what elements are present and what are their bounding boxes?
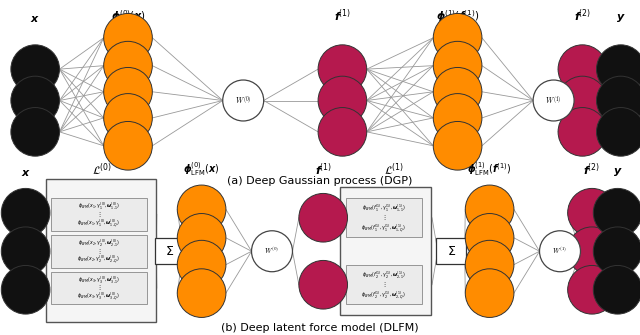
Circle shape <box>533 80 574 121</box>
Circle shape <box>465 269 514 318</box>
Circle shape <box>104 122 152 170</box>
Text: (b) Deep latent force model (DLFM): (b) Deep latent force model (DLFM) <box>221 323 419 333</box>
Text: $\vdots$: $\vdots$ <box>96 247 102 256</box>
Circle shape <box>1 188 50 237</box>
Circle shape <box>558 76 607 125</box>
Circle shape <box>568 265 616 314</box>
Circle shape <box>568 227 616 276</box>
Text: $\phi_{LFM}(x_3,\gamma_3^{(0)},\boldsymbol{\omega}_{3,1}^{(0)})$: $\phi_{LFM}(x_3,\gamma_3^{(0)},\boldsymb… <box>77 274 120 285</box>
Text: (a) Deep Gaussian process (DGP): (a) Deep Gaussian process (DGP) <box>227 176 413 186</box>
Circle shape <box>177 240 226 289</box>
Circle shape <box>593 227 640 276</box>
Text: $\phi_{LFM}(x_1,\gamma_1^{(0)},\boldsymbol{\omega}_{1,1}^{(0)})$: $\phi_{LFM}(x_1,\gamma_1^{(0)},\boldsymb… <box>77 201 120 211</box>
Text: $\boldsymbol{f}^{(2)}$: $\boldsymbol{f}^{(2)}$ <box>573 7 591 24</box>
Text: $\boldsymbol{\phi}^{(1)}_{\mathrm{LFM}}(\boldsymbol{f}^{(1)})$: $\boldsymbol{\phi}^{(1)}_{\mathrm{LFM}}(… <box>467 160 512 178</box>
Text: $\phi_{LFM}(f_2^{(1)},\gamma_2^{(1)},\boldsymbol{\omega}_{2,1}^{(1)})$: $\phi_{LFM}(f_2^{(1)},\gamma_2^{(1)},\bo… <box>362 269 406 280</box>
Circle shape <box>433 67 482 116</box>
Text: $\boldsymbol{\phi}^{(0)}_{\mathrm{LFM}}(\boldsymbol{x})$: $\boldsymbol{\phi}^{(0)}_{\mathrm{LFM}}(… <box>183 160 220 178</box>
Circle shape <box>596 76 640 125</box>
Text: $W^{(1)}$: $W^{(1)}$ <box>552 246 568 256</box>
Circle shape <box>11 76 60 125</box>
Circle shape <box>593 265 640 314</box>
Text: $\phi_{LFM}(f_2^{(1)},\gamma_2^{(1)},\boldsymbol{\omega}_{2,Q}^{(1)})$: $\phi_{LFM}(f_2^{(1)},\gamma_2^{(1)},\bo… <box>362 289 406 301</box>
Circle shape <box>558 108 607 156</box>
Circle shape <box>433 122 482 170</box>
Text: $\phi_{LFM}(x_1,\gamma_1^{(0)},\boldsymbol{\omega}_{1,Q}^{(0)})$: $\phi_{LFM}(x_1,\gamma_1^{(0)},\boldsymb… <box>77 217 120 228</box>
FancyBboxPatch shape <box>340 187 431 315</box>
FancyBboxPatch shape <box>155 238 184 264</box>
Text: $\phi_{LFM}(x_3,\gamma_3^{(0)},\boldsymbol{\omega}_{3,Q}^{(0)})$: $\phi_{LFM}(x_3,\gamma_3^{(0)},\boldsymb… <box>77 291 120 302</box>
Text: $\phi_{LFM}(f_1^{(1)},\gamma_1^{(1)},\boldsymbol{\omega}_{1,1}^{(1)})$: $\phi_{LFM}(f_1^{(1)},\gamma_1^{(1)},\bo… <box>362 202 406 213</box>
Circle shape <box>558 45 607 93</box>
Circle shape <box>433 13 482 62</box>
FancyBboxPatch shape <box>51 235 147 268</box>
Text: $W^{(1)}$: $W^{(1)}$ <box>545 94 562 107</box>
Circle shape <box>465 185 514 234</box>
Text: $\Sigma$: $\Sigma$ <box>165 245 174 258</box>
FancyBboxPatch shape <box>436 238 466 264</box>
Text: $W^{(0)}$: $W^{(0)}$ <box>235 94 252 107</box>
FancyBboxPatch shape <box>51 198 147 231</box>
Text: $\boldsymbol{f}^{(1)}$: $\boldsymbol{f}^{(1)}$ <box>333 7 351 24</box>
Circle shape <box>1 265 50 314</box>
FancyBboxPatch shape <box>346 198 422 238</box>
Text: $\phi_{LFM}(x_2,\gamma_2^{(0)},\boldsymbol{\omega}_{2,1}^{(0)})$: $\phi_{LFM}(x_2,\gamma_2^{(0)},\boldsymb… <box>77 238 120 248</box>
Circle shape <box>593 188 640 237</box>
Text: $f_2^{(1)}$: $f_2^{(1)}$ <box>351 264 364 280</box>
Circle shape <box>568 188 616 237</box>
Circle shape <box>11 45 60 93</box>
Circle shape <box>299 193 348 242</box>
FancyBboxPatch shape <box>346 265 422 305</box>
Circle shape <box>104 93 152 142</box>
Circle shape <box>318 45 367 93</box>
Circle shape <box>540 231 580 272</box>
Text: $\boldsymbol{\phi}^{(0)}(\mathbf{x})$: $\boldsymbol{\phi}^{(0)}(\mathbf{x})$ <box>111 9 145 24</box>
Circle shape <box>223 80 264 121</box>
Text: $\phi_{LFM}(f_1^{(1)},\gamma_1^{(1)},\boldsymbol{\omega}_{1,Q}^{(1)})$: $\phi_{LFM}(f_1^{(1)},\gamma_1^{(1)},\bo… <box>362 222 406 234</box>
Text: $\mathcal{L}^{(0)}$: $\mathcal{L}^{(0)}$ <box>92 161 113 178</box>
Circle shape <box>11 108 60 156</box>
Text: $\boldsymbol{f}^{(2)}$: $\boldsymbol{f}^{(2)}$ <box>583 161 601 178</box>
Text: $f_1^{(1)}$: $f_1^{(1)}$ <box>351 197 364 213</box>
Circle shape <box>433 41 482 90</box>
Circle shape <box>318 76 367 125</box>
Circle shape <box>104 41 152 90</box>
Text: $\mathcal{L}^{(1)}$: $\mathcal{L}^{(1)}$ <box>383 161 404 178</box>
Circle shape <box>433 93 482 142</box>
Text: $\vdots$: $\vdots$ <box>381 280 387 289</box>
Text: $\Sigma$: $\Sigma$ <box>447 245 456 258</box>
Text: $\boldsymbol{y}$: $\boldsymbol{y}$ <box>616 12 626 24</box>
Circle shape <box>596 45 640 93</box>
FancyBboxPatch shape <box>46 179 156 322</box>
Circle shape <box>177 213 226 262</box>
Circle shape <box>1 227 50 276</box>
Circle shape <box>465 240 514 289</box>
FancyBboxPatch shape <box>51 272 147 305</box>
Text: $\boldsymbol{x}$: $\boldsymbol{x}$ <box>20 168 31 178</box>
Circle shape <box>299 260 348 309</box>
Text: $\boldsymbol{f}^{(1)}$: $\boldsymbol{f}^{(1)}$ <box>314 161 332 178</box>
Circle shape <box>252 231 292 272</box>
Circle shape <box>177 185 226 234</box>
Circle shape <box>596 108 640 156</box>
Text: $\vdots$: $\vdots$ <box>96 284 102 292</box>
Text: $\boldsymbol{\phi}^{(1)}(\boldsymbol{f}^{(1)})$: $\boldsymbol{\phi}^{(1)}(\boldsymbol{f}^… <box>436 9 479 24</box>
Circle shape <box>177 269 226 318</box>
Text: $\phi_{LFM}(x_2,\gamma_2^{(0)},\boldsymbol{\omega}_{2,Q}^{(0)})$: $\phi_{LFM}(x_2,\gamma_2^{(0)},\boldsymb… <box>77 254 120 265</box>
Circle shape <box>104 13 152 62</box>
Text: $\boldsymbol{x}$: $\boldsymbol{x}$ <box>30 14 40 24</box>
Text: $\vdots$: $\vdots$ <box>381 213 387 222</box>
Text: $\boldsymbol{y}$: $\boldsymbol{y}$ <box>612 165 623 178</box>
Text: $\vdots$: $\vdots$ <box>96 210 102 219</box>
Circle shape <box>318 108 367 156</box>
Circle shape <box>465 213 514 262</box>
Circle shape <box>104 67 152 116</box>
Text: $W^{(0)}$: $W^{(0)}$ <box>264 246 280 256</box>
